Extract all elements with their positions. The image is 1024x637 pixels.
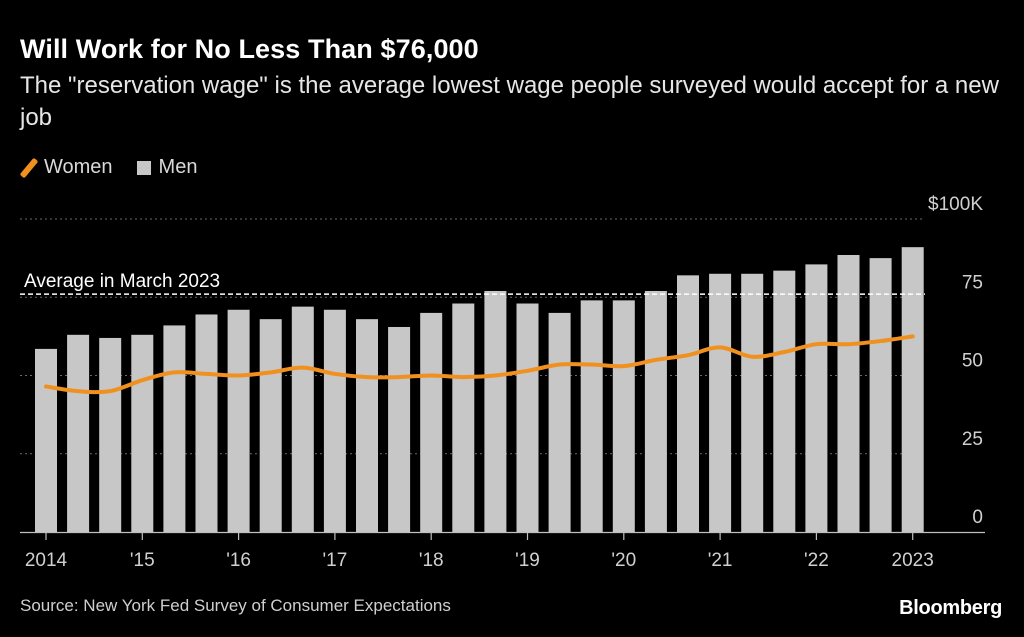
x-tick-label: '18 (419, 550, 444, 571)
bar-men (356, 319, 378, 532)
bar-men (291, 306, 314, 532)
x-tick-label: '22 (804, 550, 829, 571)
bar-men (741, 273, 764, 532)
bar-men (516, 303, 539, 532)
bloomberg-logo: Bloomberg (899, 597, 1002, 619)
reference-label: Average in March 2023 (24, 271, 220, 292)
legend-item-men: Men (136, 156, 198, 179)
x-tick-label: '17 (323, 550, 348, 571)
y-tick-label: 50 (962, 351, 983, 372)
chart-subtitle: The "reservation wage" is the average lo… (20, 72, 999, 131)
bar-men (805, 264, 828, 532)
axis-layer: 0 25 50 75 $100K 2014 '15 '16 '17 '18 '19 '20 '21 '22… (20, 194, 985, 571)
reference-layer: Average in March 2023 (20, 271, 925, 295)
legend-label-women: Women (44, 156, 113, 178)
bar-men (612, 300, 635, 532)
bar-men (644, 290, 667, 532)
bar-men (452, 303, 475, 532)
x-tick-label: '16 (226, 550, 251, 571)
y-tick-label: 75 (962, 272, 983, 293)
bar-men (869, 258, 892, 532)
y-tick-label: $100K (928, 194, 983, 215)
bar-men (773, 270, 796, 532)
bar-men (580, 300, 603, 532)
bar-men (67, 334, 90, 532)
x-tick-label: '19 (515, 550, 540, 571)
bar-men (163, 325, 186, 532)
source-note: Source: New York Fed Survey of Consumer … (20, 596, 451, 615)
x-tick-label: '21 (708, 550, 733, 571)
bar-men (131, 334, 154, 532)
bar-men (195, 314, 218, 532)
bar-layer (35, 247, 924, 533)
bar-men (388, 326, 411, 532)
bar-men (548, 312, 571, 532)
bar-men (259, 319, 282, 532)
line-layer (44, 334, 915, 395)
chart-title: Will Work for No Less Than $76,000 (20, 34, 479, 64)
bar-men (901, 247, 924, 533)
x-tick-label: 2014 (25, 550, 68, 571)
legend-item-women: Women (19, 156, 113, 179)
bar-men (709, 273, 732, 532)
bar-men (484, 290, 507, 532)
bar-men (323, 309, 346, 532)
bar-men (227, 309, 250, 532)
y-tick-label: 25 (962, 429, 983, 450)
legend: Women Men (19, 156, 221, 179)
bar-men (837, 254, 860, 532)
x-tick-label: '20 (611, 550, 636, 571)
bar-men (99, 337, 122, 532)
bar-men (420, 312, 443, 532)
bar-men (35, 348, 57, 532)
x-tick-label: '15 (130, 550, 155, 571)
y-tick-label: 0 (972, 507, 983, 528)
legend-bar-swatch (136, 160, 151, 175)
women-series-line (44, 334, 915, 395)
bar-men (677, 275, 699, 532)
x-tick-label: 2023 (892, 550, 934, 571)
legend-label-men: Men (158, 156, 198, 178)
